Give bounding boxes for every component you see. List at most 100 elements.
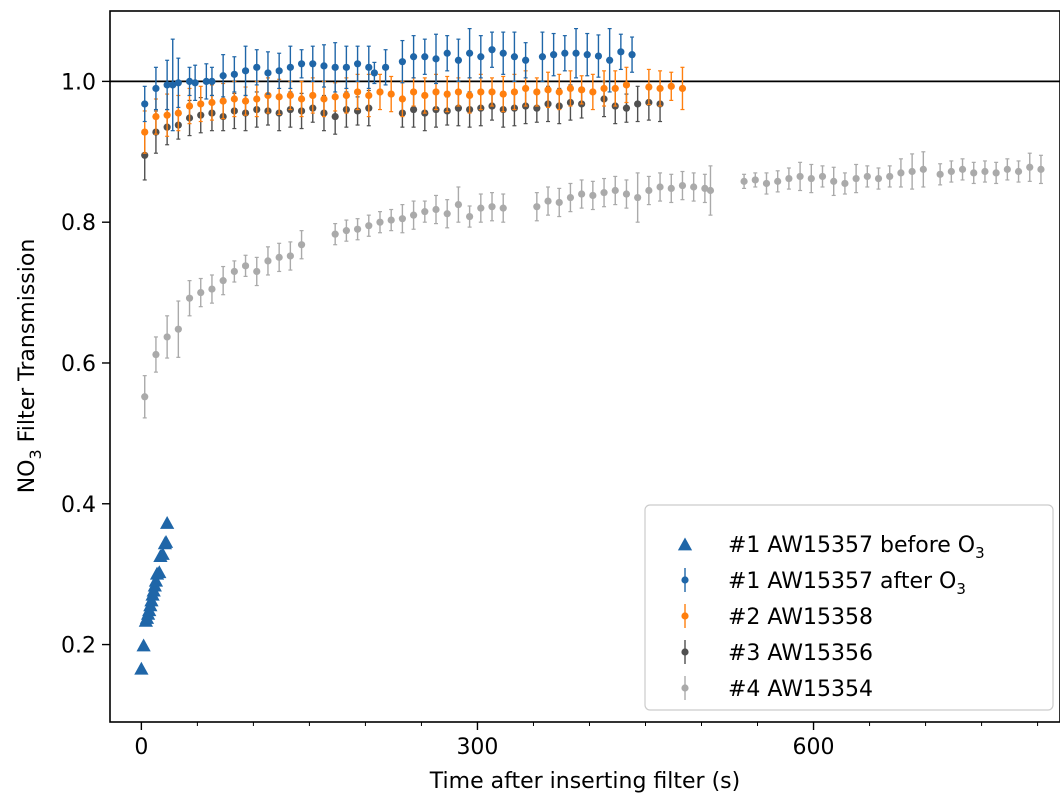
data-point (219, 277, 227, 285)
legend-box (644, 504, 1054, 711)
y-tick-label: 1.0 (61, 70, 96, 95)
data-point (174, 79, 182, 87)
data-point (185, 77, 194, 85)
data-point-triangle (158, 534, 174, 548)
y-axis: 0.2 0.4 0.6 0.8 1.0 (61, 70, 110, 659)
data-point-triangle (136, 638, 151, 652)
data-point (421, 91, 429, 100)
data-point (376, 218, 384, 226)
data-point (606, 56, 614, 64)
data-point (762, 179, 771, 188)
data-point (191, 79, 199, 87)
data-point (365, 222, 373, 230)
data-point (550, 51, 558, 59)
data-point (634, 193, 642, 202)
data-point (331, 230, 339, 238)
series-1 (134, 515, 175, 675)
data-point (230, 267, 238, 276)
data-point (667, 82, 675, 90)
data-point (544, 86, 552, 94)
data-point (174, 109, 182, 117)
data-point (152, 350, 160, 359)
data-point (656, 84, 664, 93)
legend-entry-1: #1 AW15357 before O3 (677, 533, 985, 562)
data-point (970, 169, 978, 177)
data-point (208, 285, 216, 293)
data-point (522, 84, 530, 93)
data-point (622, 190, 631, 198)
data-point (208, 98, 216, 107)
data-point (432, 88, 440, 96)
y-tick-label: 0.4 (61, 493, 96, 518)
data-point (594, 52, 603, 60)
data-point (443, 210, 451, 218)
legend-label: #2 AW15358 (728, 605, 873, 630)
data-point (353, 225, 362, 233)
data-point (309, 91, 317, 100)
data-point (219, 97, 227, 105)
data-point-triangle (152, 565, 167, 579)
data-point (897, 169, 905, 177)
data-point (1014, 167, 1023, 176)
data-point (706, 186, 715, 195)
data-point (353, 88, 362, 96)
data-point (466, 49, 474, 57)
data-point (499, 49, 507, 57)
data-point (477, 88, 485, 96)
data-point (275, 67, 283, 75)
data-point (253, 95, 261, 103)
data-point (169, 81, 177, 89)
data-point (365, 63, 373, 71)
data-point (611, 84, 619, 93)
legend-entry-4: #3 AW15356 (681, 640, 873, 666)
y-axis-title-sub: 3 (26, 449, 45, 459)
data-point (398, 215, 406, 223)
data-point (488, 88, 496, 96)
data-point (409, 105, 418, 114)
data-point (297, 60, 306, 68)
data-point (197, 288, 205, 297)
data-point (510, 88, 519, 96)
data-point (645, 83, 653, 91)
data-point (253, 267, 261, 276)
data-point (219, 72, 227, 80)
data-point (432, 55, 440, 63)
data-point (454, 88, 463, 96)
data-point (533, 88, 541, 96)
data-point (286, 63, 294, 71)
data-point (751, 176, 759, 184)
legend-entry-2: #1 AW15357 after O3 (681, 568, 966, 598)
x-tick-label: 300 (456, 735, 498, 760)
legend-label-main: #2 AW15358 (728, 605, 873, 630)
data-point (331, 93, 339, 101)
data-point (443, 90, 451, 98)
data-point (241, 262, 250, 270)
data-point (286, 91, 294, 100)
data-point (919, 165, 927, 173)
data-point (381, 63, 390, 71)
data-point (286, 252, 294, 260)
data-point (886, 172, 894, 181)
data-point (499, 90, 507, 98)
data-point (617, 48, 625, 56)
series-2 (141, 27, 636, 132)
data-point (342, 63, 350, 71)
data-point (376, 88, 384, 96)
data-point (370, 69, 378, 77)
x-axis-title: Time after inserting filter (s) (429, 769, 740, 794)
legend-label-sub: 3 (975, 544, 985, 562)
data-point-triangle (155, 546, 170, 560)
data-point (958, 165, 967, 173)
legend-marker-triangle (677, 537, 693, 551)
legend-label-main: #3 AW15356 (728, 641, 873, 666)
legend-label: #1 AW15357 before O3 (728, 533, 985, 562)
data-point (185, 294, 194, 302)
data-point (555, 88, 563, 96)
legend-marker-dot (681, 576, 689, 584)
data-point (409, 53, 418, 61)
data-point (611, 186, 619, 195)
data-point (387, 216, 395, 224)
data-point (398, 95, 406, 103)
x-tick-label: 0 (134, 735, 148, 760)
